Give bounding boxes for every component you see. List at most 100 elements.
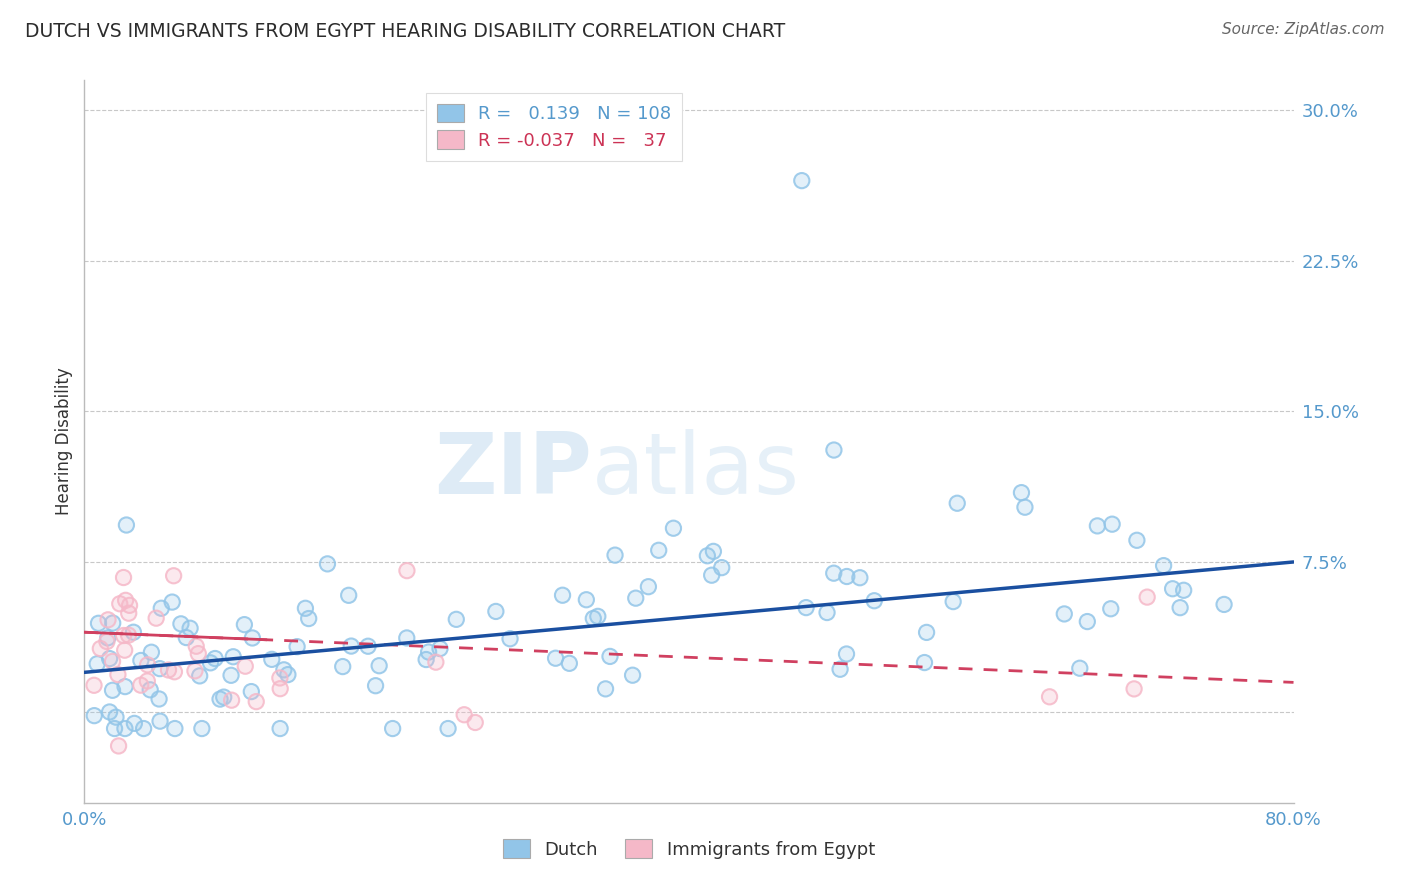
Point — [114, 722, 136, 736]
Point — [1099, 601, 1122, 615]
Point — [96, 634, 118, 648]
Point — [429, 641, 451, 656]
Point — [425, 655, 447, 669]
Point — [83, 678, 105, 692]
Point — [294, 601, 316, 615]
Point — [200, 656, 222, 670]
Point — [794, 600, 817, 615]
Point — [453, 707, 475, 722]
Point — [129, 678, 152, 692]
Point — [103, 722, 125, 736]
Point — [148, 692, 170, 706]
Point — [395, 564, 418, 578]
Point — [1085, 519, 1108, 533]
Point — [136, 673, 159, 688]
Point — [107, 667, 129, 681]
Point — [148, 692, 170, 706]
Point — [269, 671, 291, 685]
Point — [551, 588, 574, 602]
Point — [418, 645, 440, 659]
Point — [157, 663, 180, 677]
Point — [212, 690, 235, 705]
Point — [118, 606, 141, 620]
Point — [1038, 690, 1060, 704]
Point — [815, 606, 838, 620]
Point — [1136, 590, 1159, 604]
Point — [946, 496, 969, 510]
Point — [835, 647, 858, 661]
Point — [946, 496, 969, 510]
Point — [188, 669, 211, 683]
Point — [1213, 598, 1236, 612]
Point — [101, 615, 124, 630]
Point — [340, 639, 363, 653]
Point — [637, 580, 659, 594]
Point — [637, 580, 659, 594]
Point — [222, 649, 245, 664]
Point — [1123, 681, 1146, 696]
Point — [1168, 600, 1191, 615]
Point — [186, 640, 208, 654]
Point — [89, 641, 111, 656]
Point — [357, 639, 380, 653]
Point — [425, 655, 447, 669]
Point — [575, 592, 598, 607]
Point — [233, 659, 256, 673]
Point — [179, 621, 201, 635]
Point — [582, 611, 605, 625]
Point — [437, 722, 460, 736]
Point — [260, 652, 283, 666]
Point — [129, 678, 152, 692]
Point — [114, 722, 136, 736]
Point — [114, 593, 136, 607]
Point — [103, 722, 125, 736]
Point — [145, 611, 167, 625]
Point — [136, 657, 159, 672]
Point — [118, 599, 141, 613]
Point — [662, 521, 685, 535]
Point — [122, 625, 145, 640]
Point — [815, 606, 838, 620]
Point — [222, 649, 245, 664]
Point — [101, 683, 124, 698]
Point — [835, 569, 858, 583]
Point — [204, 651, 226, 665]
Point — [790, 173, 813, 187]
Point — [149, 662, 172, 676]
Point — [575, 592, 598, 607]
Point — [582, 611, 605, 625]
Point — [174, 631, 197, 645]
Point — [141, 645, 163, 659]
Point — [485, 604, 508, 618]
Point — [277, 667, 299, 681]
Point — [129, 653, 152, 667]
Point — [595, 681, 617, 696]
Point — [1014, 500, 1036, 515]
Point — [1136, 590, 1159, 604]
Text: atlas: atlas — [592, 429, 800, 512]
Point — [702, 544, 724, 558]
Point — [1173, 583, 1195, 598]
Point — [149, 714, 172, 728]
Text: Source: ZipAtlas.com: Source: ZipAtlas.com — [1222, 22, 1385, 37]
Text: DUTCH VS IMMIGRANTS FROM EGYPT HEARING DISABILITY CORRELATION CHART: DUTCH VS IMMIGRANTS FROM EGYPT HEARING D… — [25, 22, 786, 41]
Point — [849, 571, 872, 585]
Point — [446, 612, 468, 626]
Point — [624, 591, 647, 606]
Point — [269, 681, 291, 696]
Point — [1153, 558, 1175, 573]
Point — [1014, 500, 1036, 515]
Point — [835, 569, 858, 583]
Point — [101, 615, 124, 630]
Point — [662, 521, 685, 535]
Point — [219, 668, 242, 682]
Point — [835, 647, 858, 661]
Point — [86, 657, 108, 671]
Point — [160, 595, 183, 609]
Point — [395, 564, 418, 578]
Point — [83, 678, 105, 692]
Point — [395, 631, 418, 645]
Point — [485, 604, 508, 618]
Point — [86, 657, 108, 671]
Point — [464, 715, 486, 730]
